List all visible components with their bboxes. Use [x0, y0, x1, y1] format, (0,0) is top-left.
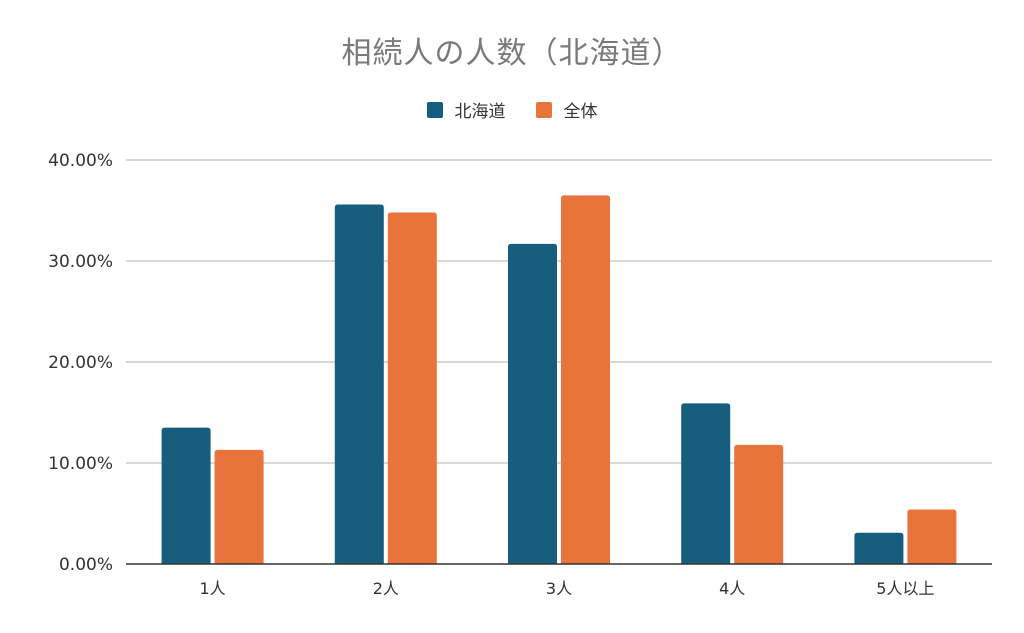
legend-item-overall: 全体 — [535, 97, 598, 122]
bar — [854, 532, 904, 564]
y-tick-label: 0.00% — [59, 555, 113, 575]
bar — [387, 212, 437, 564]
bar — [508, 243, 557, 564]
legend-label-hokkaido: 北海道 — [454, 102, 506, 122]
y-tick-label: 20.00% — [48, 353, 113, 373]
bar — [681, 403, 731, 564]
x-tick-label: 3人 — [546, 579, 572, 598]
chart-title: 相続人の人数（北海道） — [341, 36, 683, 71]
x-tick-label: 4人 — [719, 579, 745, 598]
bar — [214, 449, 264, 564]
legend-swatch-hokkaido — [426, 101, 443, 118]
x-tick-label: 2人 — [373, 579, 399, 598]
x-tick-label: 1人 — [200, 579, 226, 598]
legend-item-hokkaido: 北海道 — [426, 97, 506, 122]
legend-label-overall: 全体 — [563, 102, 598, 122]
bar — [734, 444, 784, 564]
y-tick-label: 10.00% — [48, 454, 113, 474]
bar — [161, 427, 211, 564]
x-tick-label: 5人以上 — [876, 579, 934, 598]
legend: 北海道 全体 — [0, 97, 1024, 122]
y-tick-label: 30.00% — [48, 252, 113, 272]
bar — [561, 195, 610, 564]
bar — [907, 509, 957, 564]
bar — [334, 204, 384, 564]
y-tick-label: 40.00% — [48, 151, 113, 171]
legend-swatch-overall — [535, 101, 552, 118]
